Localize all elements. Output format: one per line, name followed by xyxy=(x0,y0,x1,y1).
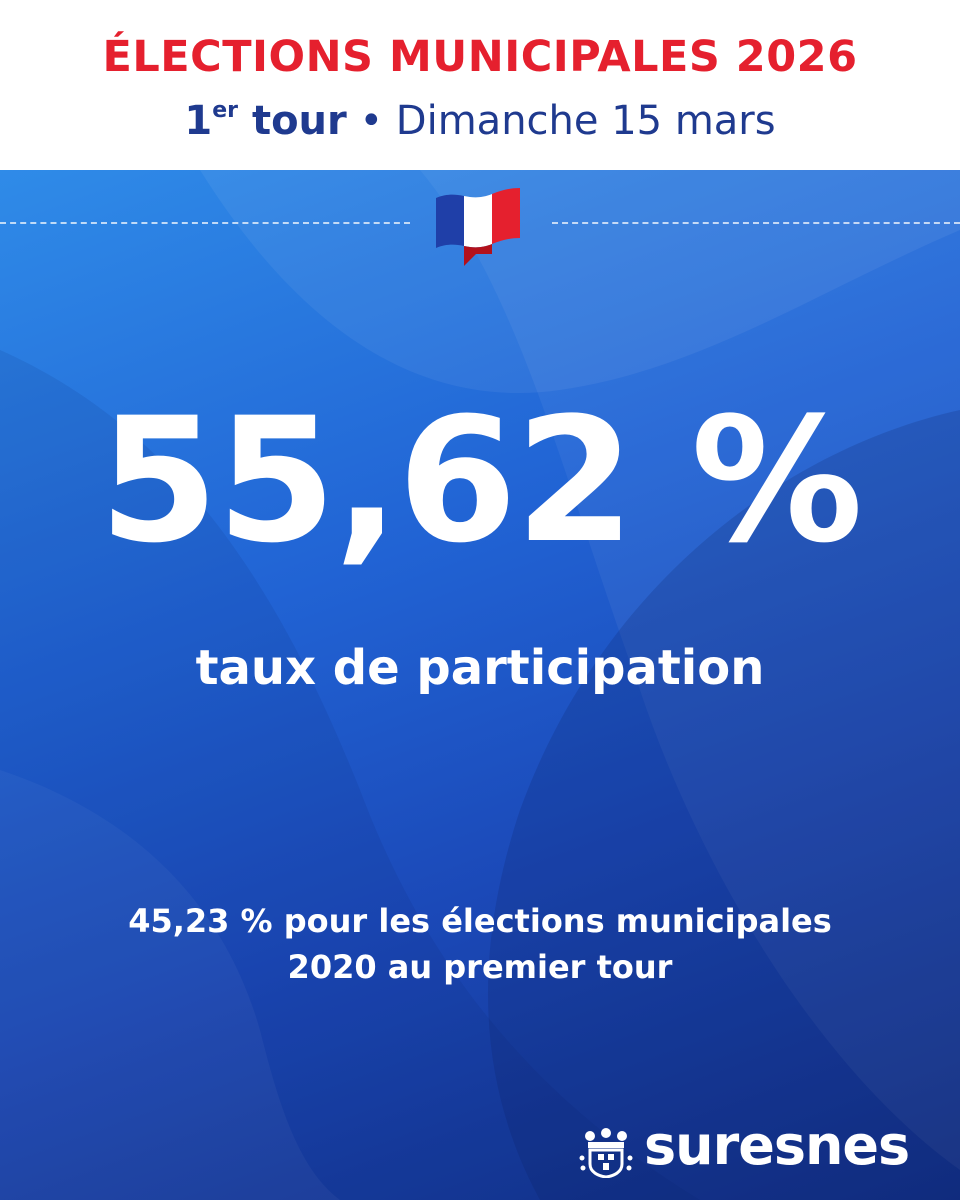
participation-rate: 55,62 % xyxy=(98,380,863,581)
background-curves xyxy=(0,170,960,1200)
round-word: tour xyxy=(251,98,347,144)
dashed-divider-left xyxy=(0,222,410,224)
suresnes-wordmark: suresnes xyxy=(644,1114,910,1177)
suresnes-logo: suresnes xyxy=(578,1114,938,1180)
comparison-line-2: 2020 au premier tour xyxy=(287,948,673,986)
header-banner: ÉLECTIONS MUNICIPALES 2026 1er tour • Di… xyxy=(0,0,960,170)
city-crest-icon xyxy=(579,1128,633,1178)
comparison-text: 45,23 % pour les élections municipales 2… xyxy=(80,898,880,990)
round-suffix: er xyxy=(212,98,239,123)
results-panel: 55,62 % taux de participation 45,23 % po… xyxy=(0,170,960,1200)
separator: • xyxy=(359,98,384,144)
dashed-divider-right xyxy=(552,222,960,224)
election-subtitle: 1er tour • Dimanche 15 mars xyxy=(0,98,960,144)
election-title: ÉLECTIONS MUNICIPALES 2026 xyxy=(102,32,858,82)
participation-label: taux de participation xyxy=(195,640,765,696)
round-indicator: 1er tour xyxy=(184,98,346,144)
comparison-line-1: 45,23 % pour les élections municipales xyxy=(128,902,832,940)
french-flag-banner-icon xyxy=(436,188,520,266)
election-date: Dimanche 15 mars xyxy=(395,98,776,144)
round-number: 1 xyxy=(184,98,213,144)
